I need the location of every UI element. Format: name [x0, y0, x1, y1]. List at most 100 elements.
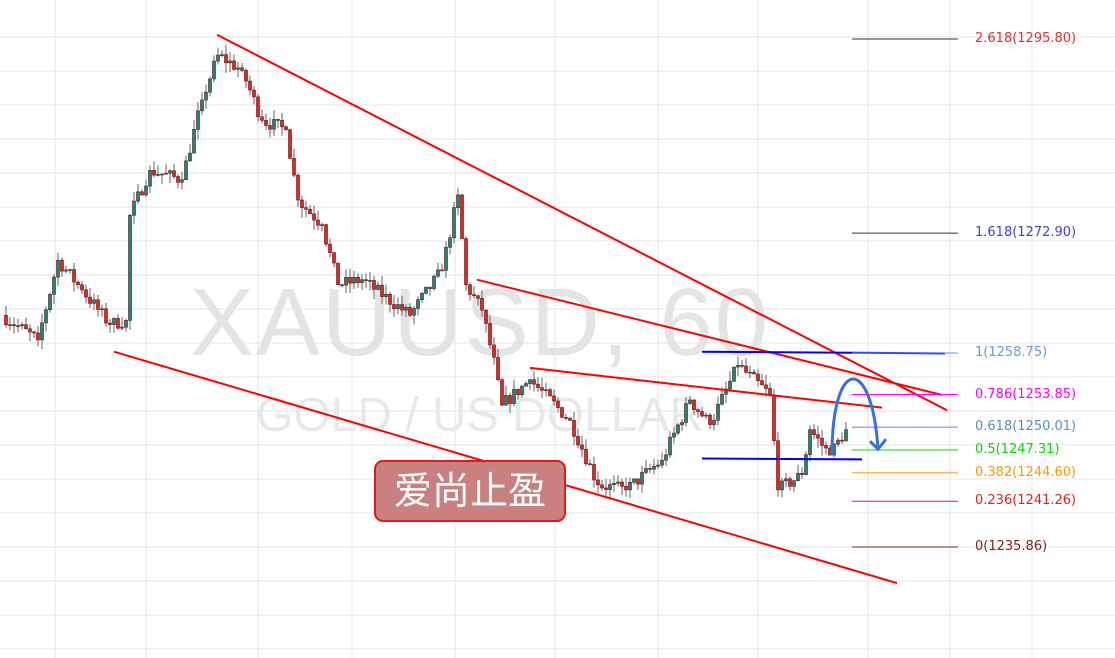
candle-body [268, 125, 272, 130]
candle-body [240, 67, 244, 71]
candle-body [88, 296, 92, 304]
candle-body [712, 419, 716, 425]
candle-body [496, 357, 500, 380]
candle-body [820, 437, 824, 446]
candle-body [544, 389, 548, 392]
candle-body [388, 293, 392, 305]
candle-body [604, 487, 608, 490]
candle-body [364, 279, 368, 281]
candle-body [588, 463, 592, 466]
candle-body [120, 326, 124, 329]
candle-body [224, 54, 228, 64]
candle-body [552, 395, 556, 402]
candle-body [748, 371, 752, 374]
candle-body [248, 80, 252, 91]
candle-body [648, 468, 652, 470]
candle-body [384, 293, 388, 297]
candle-body [796, 473, 800, 481]
candle-body [16, 325, 20, 327]
candle-body [756, 373, 760, 381]
candle-body [452, 207, 456, 238]
candle-body [800, 473, 804, 475]
candle-body [360, 279, 364, 283]
candle-body [444, 246, 448, 271]
candle-body [312, 213, 316, 221]
candle-body [680, 422, 684, 426]
candle-body [184, 160, 188, 180]
candle-body [636, 478, 640, 485]
projection-arrow [830, 377, 880, 456]
candle-body [776, 440, 780, 491]
candle-body [140, 191, 144, 196]
fib-label: 1.618(1272.90) [975, 225, 1077, 241]
candle-body [576, 436, 580, 446]
candle-body [840, 439, 844, 442]
fib-label: 0(1235.86) [975, 538, 1048, 554]
candle-body [352, 277, 356, 284]
candle-body [816, 434, 820, 439]
candle-body [536, 383, 540, 388]
candle-body [64, 269, 68, 272]
candle-body [780, 480, 784, 491]
candle-body [4, 314, 8, 326]
candle-body [732, 366, 736, 382]
candle-body [620, 481, 624, 487]
trendline [529, 366, 883, 409]
candle-body [292, 158, 296, 176]
symbol-watermark: XAUUSD, 60 [189, 269, 771, 376]
candle-body [60, 259, 64, 272]
candle-body [272, 119, 276, 130]
candle-body [436, 269, 440, 277]
fib-label: 0.382(1244.60) [975, 464, 1077, 480]
candle-body [300, 199, 304, 208]
trendline [216, 33, 948, 412]
fib-label: 2.618(1295.80) [975, 31, 1077, 46]
candle-body [592, 464, 596, 481]
candle-body [704, 414, 708, 417]
candle-body [208, 78, 212, 93]
candle-body [8, 324, 12, 326]
candle-body [236, 67, 240, 70]
candle-body [792, 480, 796, 487]
arrowhead-icon [868, 438, 888, 452]
candle-body [600, 484, 604, 489]
candle-body [96, 299, 100, 310]
candle-body [716, 403, 720, 421]
trendline [701, 457, 863, 461]
candle-body [108, 322, 112, 325]
candle-body [568, 417, 572, 421]
candle-body [404, 306, 408, 311]
candle-body [612, 483, 616, 485]
candle-body [668, 436, 672, 456]
candle-body [264, 120, 268, 126]
candle-body [416, 299, 420, 309]
trendline [476, 278, 943, 396]
candle-body [76, 281, 80, 286]
candle-body [548, 389, 552, 397]
candle-body [460, 194, 464, 239]
candle-body [448, 237, 452, 248]
candle-body [752, 371, 756, 375]
candle-body [788, 478, 792, 487]
candle-body [156, 174, 160, 176]
candle-body [116, 318, 120, 329]
annotation-label: 爱尚止盈 [374, 460, 566, 522]
candle-body [376, 284, 380, 290]
candle-body [24, 324, 28, 330]
candle-body [584, 449, 588, 465]
candle-body [656, 464, 660, 467]
candle-body [84, 289, 88, 298]
candle-body [192, 129, 196, 154]
candle-body [660, 459, 664, 466]
candle-body [528, 379, 532, 384]
candle-body [616, 481, 620, 484]
candle-body [276, 119, 280, 121]
candle-body [572, 420, 576, 437]
candle-body [720, 393, 724, 405]
candle-body [432, 275, 436, 289]
candle-body [500, 379, 504, 406]
candle-body [256, 96, 260, 118]
candle-body [392, 304, 396, 310]
candle-body [824, 445, 828, 449]
